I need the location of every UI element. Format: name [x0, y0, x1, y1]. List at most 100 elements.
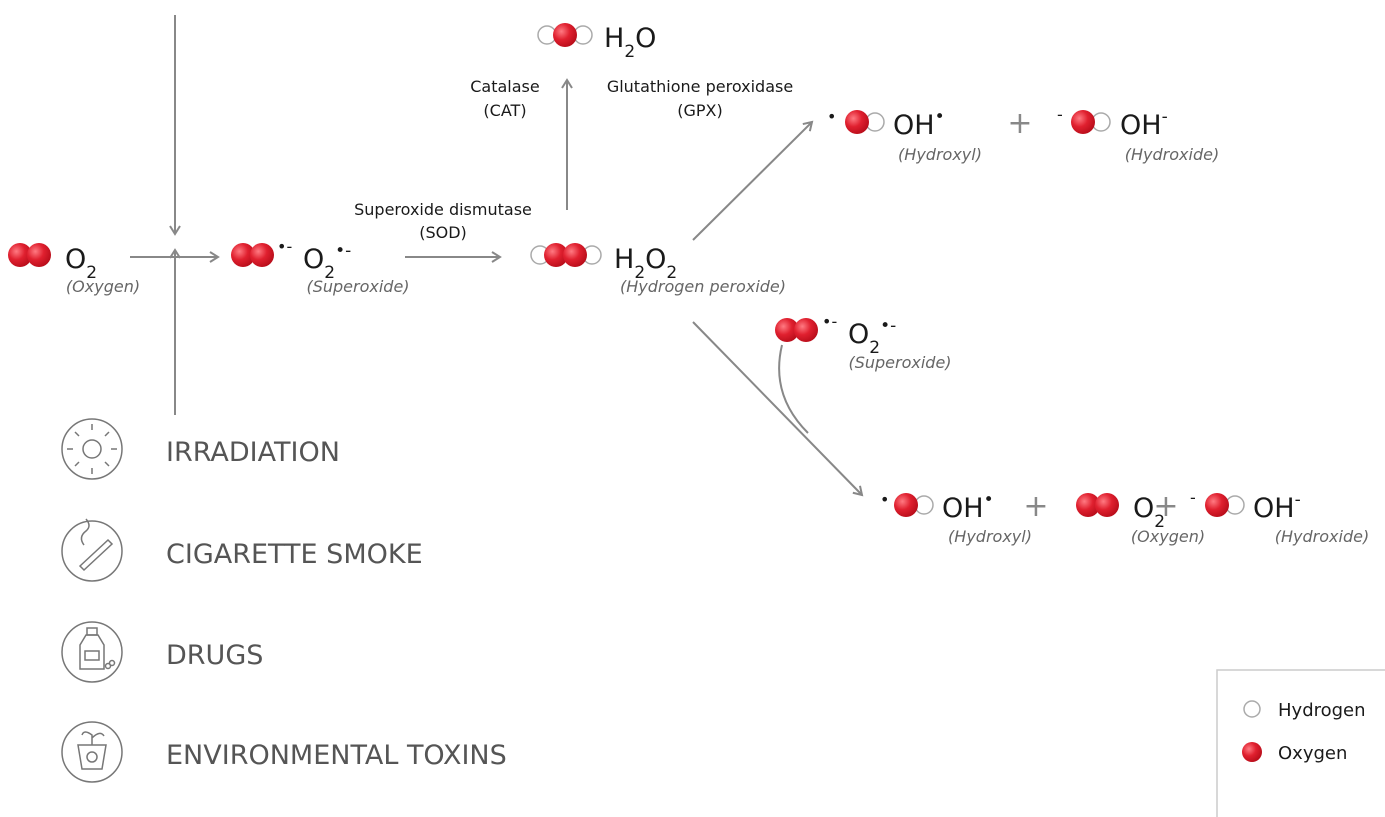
formula: O2	[65, 244, 97, 283]
legend-frame	[1216, 669, 1385, 817]
plus: +	[1007, 106, 1032, 141]
cigarette-icon	[78, 518, 114, 572]
subscript: 2	[86, 263, 97, 283]
enzyme-abbr: (GPX)	[677, 101, 723, 120]
label: (Oxygen)	[66, 277, 140, 296]
label: (Hydroxide)	[1275, 527, 1369, 546]
oxygen-atom	[894, 493, 918, 517]
subscript: 2	[634, 263, 645, 283]
sun-icon	[67, 424, 117, 474]
formula-part: H	[604, 23, 624, 54]
source-icon	[61, 418, 123, 480]
hydroxide: - OH- (Hydroxide)	[1190, 488, 1369, 546]
oxygen-atom	[775, 318, 799, 342]
formula-part: O	[303, 244, 324, 275]
superoxide: •- O2•- (Superoxide)	[231, 237, 410, 296]
source-icon	[61, 520, 123, 582]
enzyme-name: Catalase	[470, 77, 539, 96]
formula: O2•-	[848, 316, 896, 358]
charge: •-	[822, 312, 837, 331]
charge: -	[1190, 488, 1196, 507]
enzyme-abbr: (CAT)	[483, 101, 526, 120]
oxygen-atom	[231, 243, 255, 267]
oxygen-atom	[1095, 493, 1119, 517]
label: (Superoxide)	[848, 353, 951, 372]
label: (Oxygen)	[1131, 527, 1205, 546]
bottle-icon	[79, 627, 116, 670]
formula-part: OH	[1120, 110, 1162, 141]
source-label: ENVIRONMENTAL TOXINS	[166, 740, 507, 771]
charge: -	[1057, 105, 1063, 124]
enzyme-name: Glutathione peroxidase	[607, 77, 793, 96]
formula: OH-	[1253, 490, 1301, 524]
source-label: CIGARETTE SMOKE	[166, 539, 423, 570]
hydroxyl: • OH• (Hydroxyl)	[827, 107, 982, 164]
source-label: IRRADIATION	[166, 437, 340, 468]
superoxide: •- O2•- (Superoxide)	[775, 312, 952, 372]
source-icon	[61, 721, 123, 783]
legend-swatch	[1242, 742, 1262, 762]
formula-part: OH	[893, 110, 935, 141]
subscript: 2	[1154, 512, 1165, 532]
subscript: 2	[869, 338, 880, 358]
legend-swatch	[1243, 700, 1261, 718]
arrows	[130, 15, 864, 497]
formula-part: H	[614, 244, 634, 275]
oxygen-atom	[1076, 493, 1100, 517]
formula-part: O	[65, 244, 86, 275]
oxygen-atom	[794, 318, 818, 342]
charge: •	[827, 107, 836, 126]
formula-part: O	[635, 23, 656, 54]
join-curve	[778, 344, 809, 434]
charge: •-	[277, 237, 292, 256]
hydroxyl: • OH• (Hydroxyl)	[880, 490, 1032, 546]
label: (Superoxide)	[306, 277, 409, 296]
oxygen-atom	[544, 243, 568, 267]
superscript: -	[1162, 107, 1168, 127]
oxygen-atom	[1205, 493, 1229, 517]
source-label: DRUGS	[166, 640, 263, 671]
formula-part: OH	[1253, 493, 1295, 524]
oxygen-atom	[1071, 110, 1095, 134]
oxygen: O2 (Oxygen)	[8, 243, 140, 296]
legend-label: Oxygen	[1278, 743, 1347, 764]
oxygen-atom	[8, 243, 32, 267]
oxygen-atom	[250, 243, 274, 267]
superscript: •	[935, 107, 945, 127]
enzymes: Catalase (CAT) Glutathione peroxidase (G…	[354, 77, 793, 242]
formula: OH-	[1120, 107, 1168, 141]
formula: OH•	[942, 490, 994, 524]
oxygen-atom	[553, 23, 577, 47]
label: (Hydroxyl)	[898, 145, 982, 164]
hydrogen-peroxide: H2O2 (Hydrogen peroxide)	[530, 243, 786, 296]
water: H2O	[537, 23, 656, 62]
formula-part: O	[1133, 493, 1154, 524]
subscript: 2	[666, 263, 677, 283]
sources: IRRADIATION CIGARETTE SMOKE DRUGS ENVIRO…	[61, 418, 507, 783]
plus: +	[1023, 489, 1048, 524]
label: (Hydroxyl)	[948, 527, 1032, 546]
formula: O2	[1133, 493, 1165, 532]
oxygen-atom	[27, 243, 51, 267]
oxygen: O2 (Oxygen)	[1076, 493, 1205, 546]
formula-part: O	[645, 244, 666, 275]
formula: O2•-	[303, 241, 351, 283]
formula: H2O2	[614, 244, 677, 283]
label: (Hydrogen peroxide)	[620, 277, 786, 296]
arrow	[692, 321, 864, 497]
oxygen-atom	[563, 243, 587, 267]
charge: •	[880, 490, 889, 509]
superscript: •-	[335, 241, 351, 261]
superscript: •	[984, 490, 994, 510]
superscript: •-	[880, 316, 896, 336]
hydroxide: - OH- (Hydroxide)	[1057, 105, 1219, 164]
oxygen-atom	[845, 110, 869, 134]
formula: OH•	[893, 107, 945, 141]
legend: Hydrogen Oxygen	[1216, 669, 1385, 817]
superscript: -	[1295, 490, 1301, 510]
arrow	[692, 120, 814, 241]
toxin-icon	[77, 731, 107, 770]
source-icon	[61, 621, 123, 683]
enzyme-abbr: (SOD)	[419, 223, 467, 242]
